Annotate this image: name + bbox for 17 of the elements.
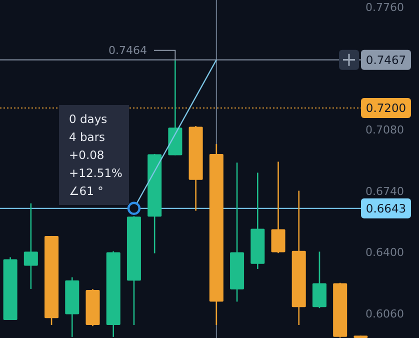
ref-line-label: 0.6643 bbox=[366, 201, 406, 216]
annotation: 0 days bbox=[69, 112, 108, 126]
candlestick bbox=[271, 161, 286, 254]
ref-line-label: 0.7200 bbox=[366, 101, 406, 116]
y-tick-label: 0.7760 bbox=[366, 0, 404, 14]
ref-line-label: 0.7467 bbox=[366, 52, 406, 67]
y-tick-label: 0.6060 bbox=[366, 307, 404, 320]
y-tick-label: 0.7080 bbox=[366, 123, 404, 136]
candlestick bbox=[24, 202, 38, 290]
y-tick-label: 0.6400 bbox=[366, 246, 404, 260]
annotation: 0.7464 bbox=[108, 44, 147, 58]
candlestick bbox=[312, 251, 326, 309]
annotation: 4 bars bbox=[69, 130, 106, 144]
annotation: +0.08 bbox=[69, 148, 104, 162]
annotation: +12.51% bbox=[69, 166, 123, 180]
annotation: ∠61 ° bbox=[69, 184, 104, 198]
y-tick-label: 0.6740 bbox=[366, 184, 404, 198]
